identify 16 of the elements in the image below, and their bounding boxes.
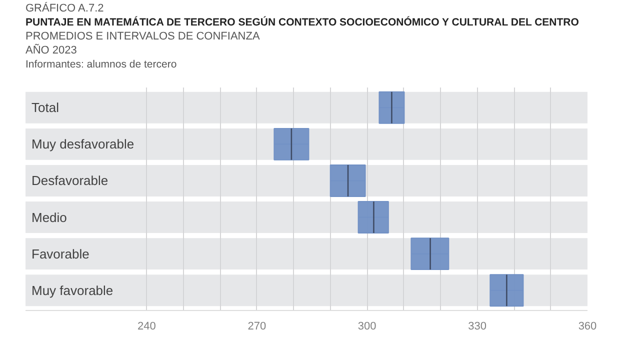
x-tick-label: 360	[578, 320, 597, 332]
y-tick-label: Total	[32, 100, 60, 116]
chart-title: PUNTAJE EN MATEMÁTICA DE TERCERO SEGÚN CONTEXTO SOCIOECONÓMICO Y CULTURAL DEL CENTRO	[26, 16, 579, 28]
x-tick-label: 300	[358, 320, 376, 332]
text: Informantes: alumnos de tercero	[26, 58, 177, 70]
x-tick-label: 270	[248, 320, 266, 332]
text: GRÁFICO A.7.2	[26, 2, 104, 14]
y-tick-label: Medio	[32, 210, 67, 225]
y-tick-label: Muy desfavorable	[32, 136, 134, 152]
y-tick-label: Favorable	[32, 246, 90, 262]
x-tick-label: 240	[138, 320, 156, 332]
chart-subtitle: PROMEDIOS E INTERVALOS DE CONFIANZA	[26, 30, 260, 42]
y-tick-label: Muy favorable	[32, 282, 114, 298]
y-tick-label: Desfavorable	[32, 173, 108, 188]
text: AÑO 2023	[26, 44, 77, 56]
x-tick-label: 330	[468, 320, 486, 332]
